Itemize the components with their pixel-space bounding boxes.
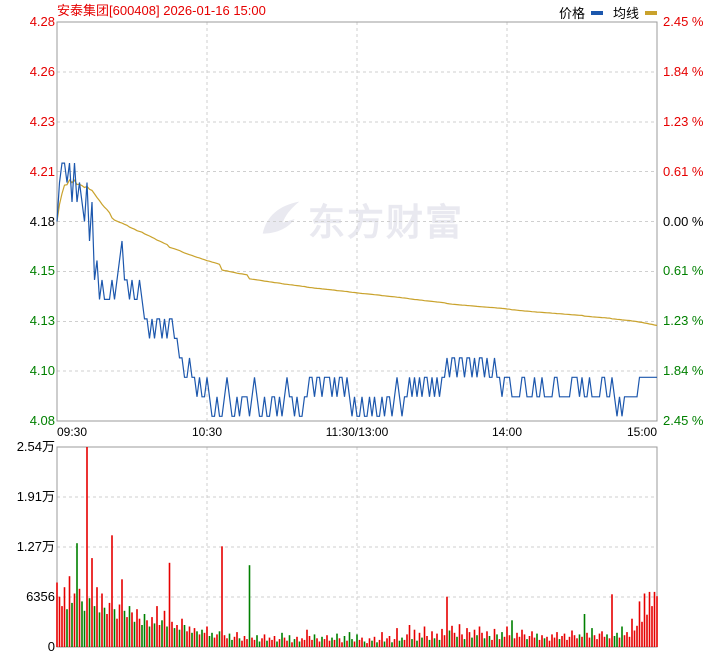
avg-line-swatch-icon [645, 10, 657, 15]
x-axis-label-time: 11:30/13:00 [325, 425, 389, 439]
y-axis-label-price: 4.21 [29, 163, 55, 179]
y-axis-label-percent: 1.23 % [663, 113, 704, 129]
y-axis-label-percent: 2.45 % [663, 413, 704, 428]
y-axis-label-price: 4.26 [29, 63, 55, 79]
chart-title: 安泰集团[600408] 2026-01-16 15:00 [57, 3, 266, 18]
x-axis-label-time: 09:30 [57, 425, 88, 439]
y-axis-label-price: 4.15 [29, 263, 55, 279]
price-plot-area[interactable] [57, 22, 657, 421]
y-axis-label-price: 4.13 [29, 313, 55, 329]
price-line-swatch-icon [590, 10, 603, 15]
y-axis-label-price: 4.08 [29, 413, 55, 428]
y-axis-label-price: 4.28 [29, 14, 55, 29]
y-axis-label-price: 4.23 [29, 113, 55, 129]
y-axis-label-volume: 6356 [26, 589, 55, 604]
legend-item-price: 价格 [559, 3, 603, 22]
y-axis-label-percent: 1.23 % [663, 313, 704, 329]
y-axis-label-percent: 0.00 % [663, 213, 704, 229]
y-axis-label-percent: 0.61 % [663, 263, 704, 279]
legend-item-avg: 均线 [613, 3, 657, 22]
x-axis-label-time: 14:00 [491, 425, 523, 439]
y-axis-label-price: 4.18 [29, 213, 55, 229]
y-axis-label-percent: 1.84 % [663, 363, 704, 379]
y-axis-label-percent: 2.45 % [663, 14, 704, 29]
y-axis-label-volume: 0 [47, 639, 55, 654]
y-axis-label-percent: 0.61 % [663, 163, 704, 179]
y-axis-label-volume: 1.91万 [16, 489, 55, 504]
legend-price-label: 价格 [558, 6, 585, 21]
volume-plot-area[interactable] [57, 447, 657, 647]
y-axis-label-percent: 1.84 % [663, 63, 704, 79]
y-axis-label-price: 4.10 [29, 363, 55, 379]
chart-legend: 价格 均线 [559, 3, 657, 22]
x-axis-label-time: 10:30 [191, 425, 223, 439]
y-axis-label-volume: 1.27万 [16, 539, 55, 554]
y-axis-label-volume: 2.54万 [16, 439, 55, 454]
legend-avg-label: 均线 [612, 6, 639, 21]
x-axis-label-time: 15:00 [626, 425, 657, 439]
